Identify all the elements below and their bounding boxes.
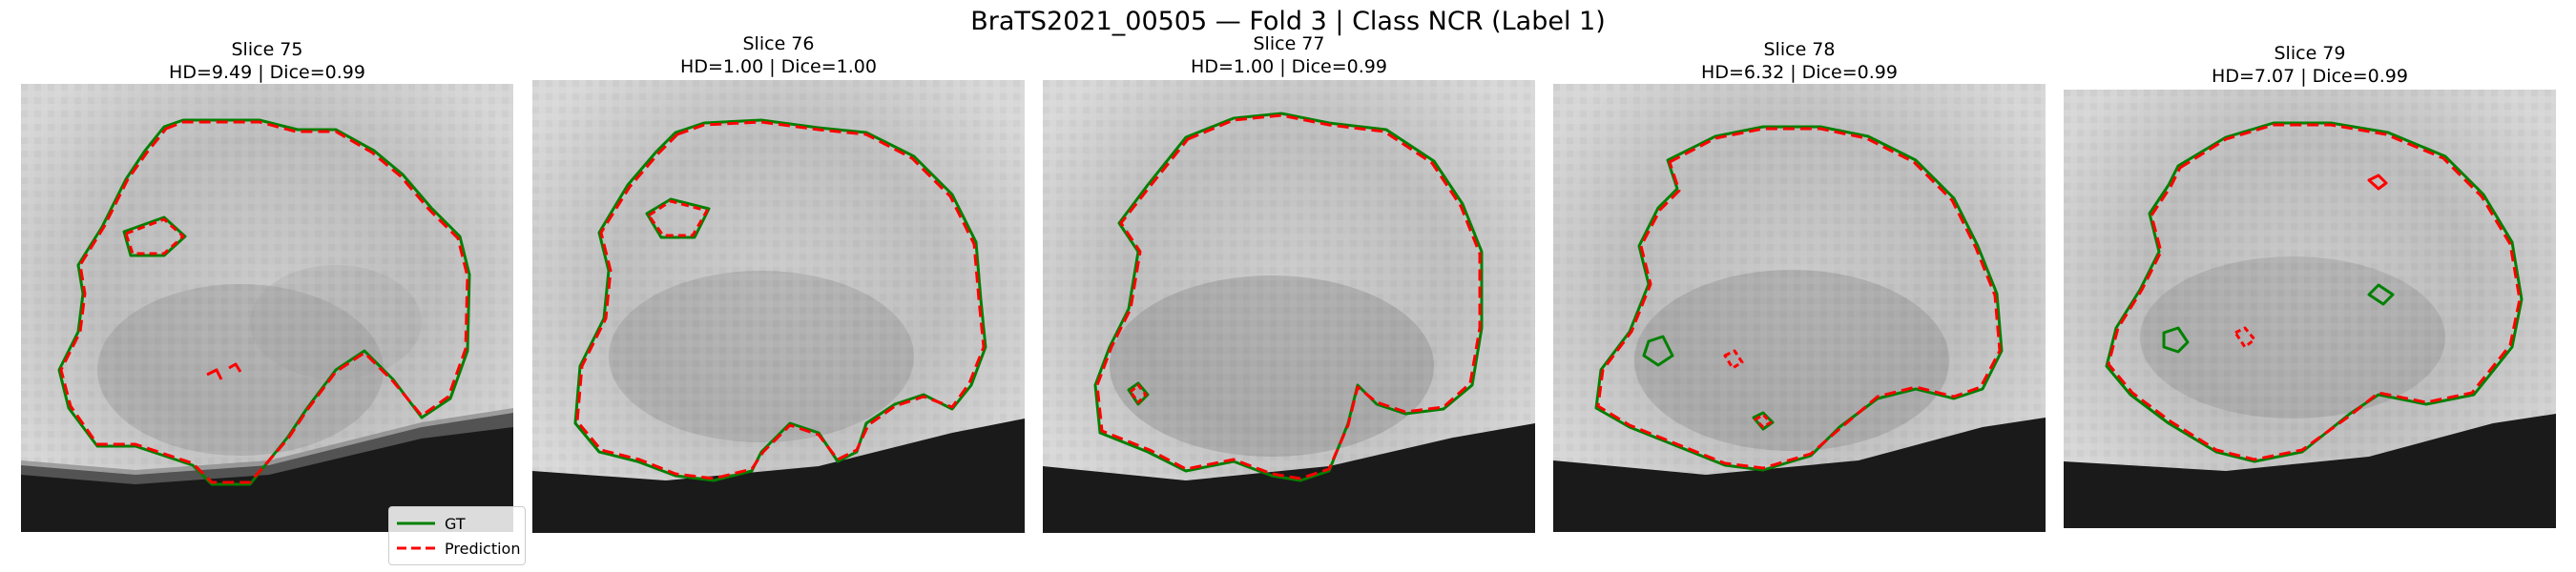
legend-item-prediction: Prediction [397,537,520,560]
slice-label: Slice 75 [231,39,303,60]
slice-label: Slice 76 [742,33,815,54]
panel-slice-75: Slice 75 HD=9.49 | Dice=0.99 [21,36,526,565]
metrics-label: HD=6.32 | Dice=0.99 [1701,62,1898,83]
prediction-contour [59,120,469,484]
metrics-label: HD=1.00 | Dice=1.00 [680,56,877,77]
panel-slice-79: Slice 79 HD=7.07 | Dice=0.99 [2064,40,2556,532]
mri-image-slice-77 [1043,80,1535,533]
slice-label: Slice 77 [1253,33,1325,54]
panel-title: Slice 79 HD=7.07 | Dice=0.99 [2064,42,2556,88]
legend-gt-label: GT [445,514,466,533]
legend: GT Prediction [388,506,526,565]
panel-title: Slice 78 HD=6.32 | Dice=0.99 [1553,38,2046,84]
mri-image-slice-79 [2064,90,2556,528]
metrics-label: HD=1.00 | Dice=0.99 [1191,56,1387,77]
mri-image-slice-75 [21,84,513,532]
metrics-label: HD=9.49 | Dice=0.99 [169,62,365,83]
gt-line-swatch [397,521,435,525]
mri-image-slice-76 [532,80,1025,533]
mri-image-slice-78 [1553,84,2046,532]
panel-title: Slice 76 HD=1.00 | Dice=1.00 [532,32,1025,78]
figure-title: BraTS2021_00505 — Fold 3 | Class NCR (La… [970,7,1606,36]
prediction-line-swatch [397,546,435,550]
metrics-label: HD=7.07 | Dice=0.99 [2212,66,2408,87]
panel-title: Slice 75 HD=9.49 | Dice=0.99 [21,38,513,84]
legend-prediction-label: Prediction [445,539,521,558]
panel-slice-78: Slice 78 HD=6.32 | Dice=0.99 [1553,36,2046,532]
panel-slice-77: Slice 77 HD=1.00 | Dice=0.99 [1043,31,1535,536]
legend-item-gt: GT [397,512,466,535]
panel-slice-76: Slice 76 HD=1.00 | Dice=1.00 [532,31,1025,536]
slice-label: Slice 79 [2274,43,2346,64]
slice-label: Slice 78 [1763,39,1836,60]
panel-title: Slice 77 HD=1.00 | Dice=0.99 [1043,32,1535,78]
